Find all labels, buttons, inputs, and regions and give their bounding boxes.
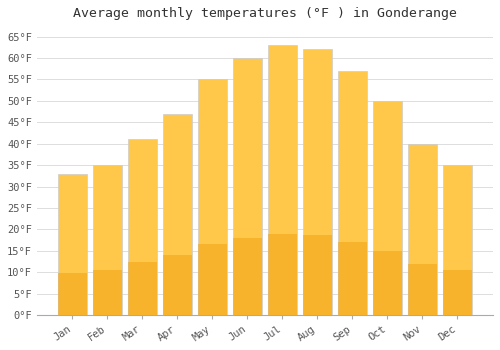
Bar [162,114,192,315]
Bar [128,139,158,315]
Bar [92,270,122,315]
Bar [408,264,438,315]
Bar [372,251,402,315]
Bar [338,71,368,315]
Bar [442,270,472,315]
Bar [268,234,298,315]
Bar [302,236,332,315]
Bar [232,58,262,315]
Bar [162,255,192,315]
Bar [198,244,228,315]
Title: Average monthly temperatures (°F ) in Gonderange: Average monthly temperatures (°F ) in Go… [73,7,457,20]
Bar [442,165,472,315]
Bar [198,79,228,315]
Bar [58,174,88,315]
Bar [408,144,438,315]
Bar [128,262,158,315]
Bar [268,45,298,315]
Bar [338,242,368,315]
Bar [92,165,122,315]
Bar [302,49,332,315]
Bar [372,101,402,315]
Bar [232,238,262,315]
Bar [58,273,88,315]
